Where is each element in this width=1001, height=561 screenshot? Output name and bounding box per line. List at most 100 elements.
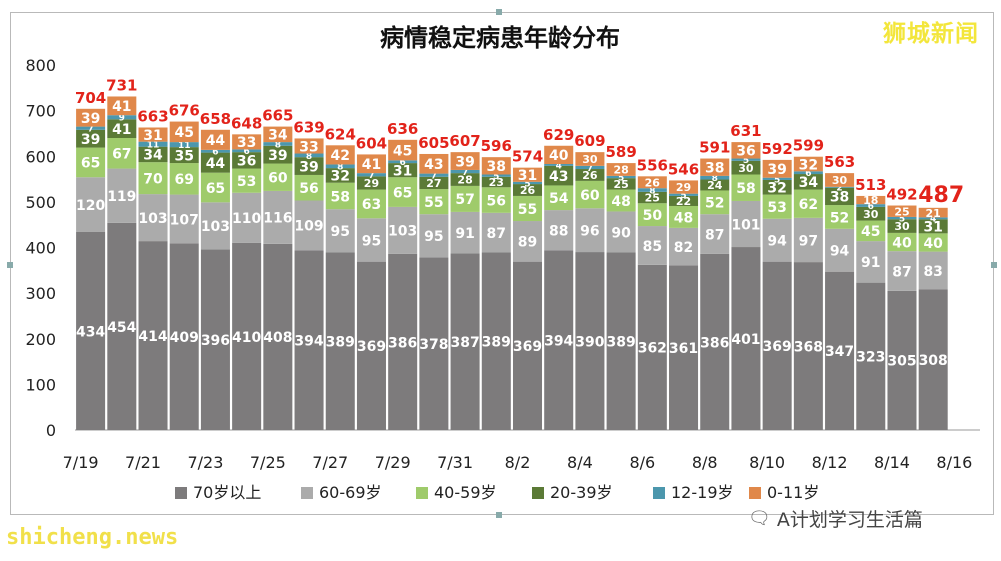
- bar-data-label: 39: [81, 111, 100, 127]
- bar-data-label: 308: [919, 353, 948, 369]
- bar-segment: [700, 253, 730, 430]
- bar-segment: [918, 217, 948, 220]
- total-label: 596: [481, 137, 512, 155]
- bar-data-label: 31: [143, 128, 162, 144]
- bar-data-label: 29: [676, 181, 691, 194]
- bar-segment: [856, 204, 886, 207]
- bar-data-label: 88: [549, 223, 568, 239]
- bar-segment: [294, 157, 324, 175]
- bar-data-label: 90: [611, 225, 631, 241]
- bar-segment: [325, 168, 355, 183]
- bar-segment: [887, 290, 917, 430]
- bar-segment: [637, 191, 667, 204]
- bar-data-label: 60: [580, 188, 600, 204]
- total-label: 631: [730, 122, 761, 140]
- y-tick-label: 700: [25, 102, 56, 121]
- total-label: 574: [512, 148, 543, 166]
- bar-data-label: 94: [830, 244, 850, 260]
- bar-segment: [263, 145, 293, 164]
- total-label: 648: [231, 114, 262, 132]
- bar-data-label: 116: [263, 211, 292, 227]
- bar-data-label: 8: [337, 163, 343, 173]
- bar-segment: [419, 153, 449, 174]
- bar-segment: [138, 194, 168, 242]
- bar-segment: [388, 163, 418, 178]
- bar-segment: [169, 194, 199, 244]
- bar-segment: [544, 250, 574, 430]
- frame-handle-bottom[interactable]: [496, 512, 502, 518]
- bar-data-label: 9: [119, 114, 125, 124]
- bar-data-label: 119: [107, 189, 136, 205]
- bar-data-label: 386: [700, 335, 729, 351]
- bar-segment: [793, 156, 823, 172]
- bar-data-label: 38: [830, 190, 849, 206]
- bar-segment: [325, 164, 355, 169]
- bar-data-label: 25: [645, 192, 660, 205]
- bar-segment: [793, 262, 823, 430]
- bar-segment: [606, 178, 636, 190]
- bar-segment: [512, 195, 543, 222]
- bar-segment: [731, 174, 761, 201]
- bar-data-label: 52: [705, 196, 724, 212]
- bar-segment: [76, 126, 106, 130]
- bar-data-label: 25: [613, 178, 628, 191]
- bar-data-label: 25: [894, 205, 909, 218]
- total-label: 607: [449, 132, 480, 150]
- total-label: 487: [918, 183, 964, 208]
- bar-segment: [575, 152, 605, 166]
- bar-data-label: 33: [237, 135, 256, 151]
- bar-data-label: 56: [487, 193, 506, 209]
- bar-data-label: 414: [138, 329, 167, 345]
- bar-data-label: 389: [482, 335, 511, 351]
- x-tick-label: 8/4: [567, 453, 593, 472]
- legend-swatch: [653, 487, 665, 499]
- bar-segment: [637, 203, 667, 227]
- bar-data-label: 368: [794, 339, 823, 355]
- total-label: 546: [668, 160, 699, 178]
- bar-data-label: 44: [206, 156, 226, 172]
- bar-data-label: 39: [81, 132, 100, 148]
- bar-data-label: 5: [774, 175, 780, 185]
- bar-segment: [793, 171, 823, 175]
- bar-data-label: 69: [174, 172, 193, 188]
- bar-data-label: 362: [638, 341, 667, 357]
- total-label: 658: [200, 110, 231, 128]
- bar-data-label: 26: [582, 169, 598, 182]
- x-tick-label: 8/6: [629, 453, 655, 472]
- bar-segment: [544, 145, 574, 165]
- bar-segment: [138, 127, 168, 142]
- frame-handle-top[interactable]: [496, 9, 502, 15]
- bar-segment: [263, 243, 293, 430]
- bar-segment: [76, 147, 106, 178]
- bar-segment: [575, 169, 605, 181]
- bar-segment: [450, 253, 480, 430]
- bar-data-label: 58: [331, 189, 350, 205]
- bar-segment: [325, 252, 355, 430]
- total-label: 665: [262, 107, 293, 125]
- x-tick-label: 7/31: [437, 453, 473, 472]
- bar-data-label: 5: [743, 156, 749, 166]
- bar-data-label: 23: [489, 176, 504, 189]
- bar-segment: [200, 202, 230, 250]
- bar-segment: [356, 218, 386, 262]
- bar-data-label: 32: [799, 157, 818, 173]
- bar-segment: [825, 187, 855, 206]
- bar-data-label: 7: [587, 164, 593, 174]
- bar-segment: [419, 176, 449, 190]
- bar-data-label: 454: [107, 320, 136, 336]
- total-label: 629: [543, 126, 574, 144]
- bar-data-label: 87: [487, 226, 506, 242]
- frame-handle-left[interactable]: [7, 262, 13, 268]
- bar-data-label: 5: [618, 173, 624, 183]
- bar-segment: [263, 126, 293, 143]
- bar-data-label: 8: [275, 140, 281, 150]
- frame-handle-right[interactable]: [991, 262, 997, 268]
- bar-data-label: 48: [674, 210, 693, 226]
- total-label: 624: [325, 125, 356, 143]
- bar-segment: [700, 190, 730, 215]
- bar-data-label: 30: [738, 162, 754, 175]
- bar-data-label: 95: [362, 233, 381, 249]
- bar-data-label: 434: [76, 324, 105, 340]
- bar-segment: [294, 153, 324, 158]
- total-label: 676: [169, 102, 200, 120]
